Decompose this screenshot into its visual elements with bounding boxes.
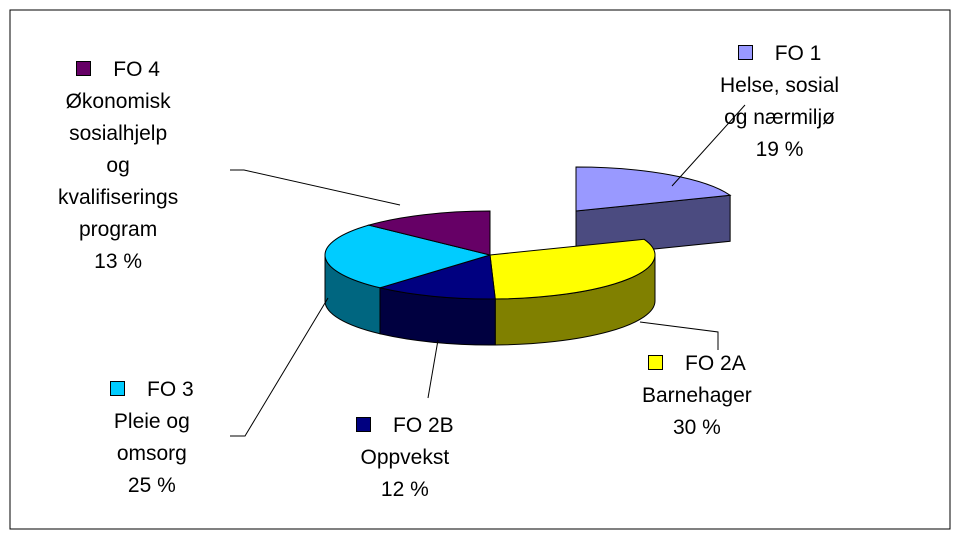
label-fo2a-line2: Barnehager xyxy=(642,384,752,407)
label-fo1-line2: Helse, sosial xyxy=(720,74,840,97)
label-fo3-line2: Pleie og xyxy=(113,410,190,433)
label-fo4-line4: og xyxy=(106,154,130,177)
leader-lines xyxy=(230,104,746,437)
label-fo1-line3: og nærmiljø xyxy=(724,106,835,129)
label-fo4-line3: sosialhjelp xyxy=(69,122,168,145)
label-fo2a: FO 2A Barnehager 30 % xyxy=(642,348,752,444)
swatch-fo2b xyxy=(356,417,371,433)
label-fo1-title: FO 1 xyxy=(774,42,822,65)
label-fo1: FO 1 Helse, sosial og nærmiljø 19 % xyxy=(720,38,839,166)
label-fo4: FO 4 Økonomisk sosialhjelp og kvalifiser… xyxy=(58,54,178,278)
label-fo3-line3: omsorg xyxy=(116,442,187,465)
label-fo2a-pct: 30 % xyxy=(672,416,721,439)
label-fo4-title: FO 4 xyxy=(113,58,160,81)
label-fo3-pct: 25 % xyxy=(127,474,176,497)
label-fo4-line2: Økonomisk xyxy=(65,90,171,113)
pie-slice-fo2b xyxy=(378,254,496,300)
label-fo2b-line2: Oppvekst xyxy=(360,446,450,469)
label-fo4-line5: kvalifiserings xyxy=(58,186,179,209)
label-fo4-pct: 13 % xyxy=(94,250,143,273)
label-fo2b: FO 2B Oppvekst 12 % xyxy=(356,410,454,506)
label-fo2b-pct: 12 % xyxy=(380,478,429,501)
label-fo3-title: FO 3 xyxy=(147,378,194,401)
pie-group xyxy=(324,166,732,346)
leader-fo2a xyxy=(639,321,719,350)
pie-slice-fo4 xyxy=(366,210,491,256)
pie-slice-fo3 xyxy=(324,224,492,289)
swatch-fo3 xyxy=(110,381,125,397)
swatch-fo4 xyxy=(76,61,92,77)
label-fo2a-title: FO 2A xyxy=(685,352,746,375)
leader-fo4 xyxy=(230,169,401,206)
leader-fo3 xyxy=(230,297,329,437)
label-fo1-pct: 19 % xyxy=(755,138,804,161)
swatch-fo1 xyxy=(737,45,753,61)
pie-slice-fo2a xyxy=(489,238,656,300)
leader-fo1 xyxy=(671,104,746,187)
pie-slice-fo1 xyxy=(575,166,732,212)
label-fo3: FO 3 Pleie og omsorg 25 % xyxy=(110,374,194,502)
leader-fo2b xyxy=(427,339,439,399)
label-fo4-line6: program xyxy=(79,218,158,241)
label-fo2b-title: FO 2B xyxy=(393,414,454,437)
swatch-fo2a xyxy=(648,355,664,371)
